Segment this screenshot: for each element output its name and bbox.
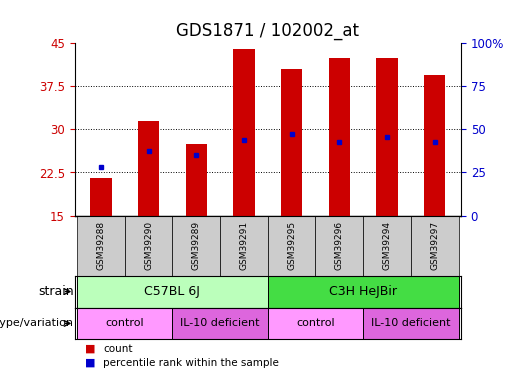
Bar <box>77 276 268 308</box>
Bar <box>77 216 125 276</box>
Bar <box>363 308 458 339</box>
Text: GSM39296: GSM39296 <box>335 221 344 270</box>
Bar <box>185 144 207 216</box>
Bar <box>281 69 302 216</box>
Text: ■: ■ <box>85 358 95 368</box>
Text: control: control <box>106 318 144 328</box>
Bar <box>173 308 268 339</box>
Bar <box>125 216 173 276</box>
Bar <box>233 49 255 216</box>
Text: genotype/variation: genotype/variation <box>0 318 74 328</box>
Text: IL-10 deficient: IL-10 deficient <box>371 318 451 328</box>
Bar <box>138 121 159 216</box>
Bar <box>220 216 268 276</box>
Text: IL-10 deficient: IL-10 deficient <box>180 318 260 328</box>
Bar <box>329 57 350 216</box>
Text: C3H HeJBir: C3H HeJBir <box>329 285 397 298</box>
Text: control: control <box>296 318 335 328</box>
Text: GSM39288: GSM39288 <box>96 221 106 270</box>
Text: strain: strain <box>38 285 74 298</box>
Bar <box>268 276 458 308</box>
Bar <box>90 178 112 216</box>
Bar <box>424 75 445 216</box>
Text: GSM39297: GSM39297 <box>430 221 439 270</box>
Bar <box>77 308 173 339</box>
Text: count: count <box>103 344 132 354</box>
Text: GSM39289: GSM39289 <box>192 221 201 270</box>
Text: GSM39295: GSM39295 <box>287 221 296 270</box>
Text: C57BL 6J: C57BL 6J <box>145 285 200 298</box>
Bar <box>173 216 220 276</box>
Text: GSM39291: GSM39291 <box>239 221 248 270</box>
Bar <box>268 216 316 276</box>
Bar <box>268 308 363 339</box>
Text: ■: ■ <box>85 344 95 354</box>
Bar <box>376 57 398 216</box>
Text: GSM39290: GSM39290 <box>144 221 153 270</box>
Bar <box>316 216 363 276</box>
Text: GSM39294: GSM39294 <box>383 221 391 270</box>
Text: percentile rank within the sample: percentile rank within the sample <box>103 358 279 368</box>
Title: GDS1871 / 102002_at: GDS1871 / 102002_at <box>176 22 359 40</box>
Bar <box>411 216 458 276</box>
Bar <box>363 216 411 276</box>
